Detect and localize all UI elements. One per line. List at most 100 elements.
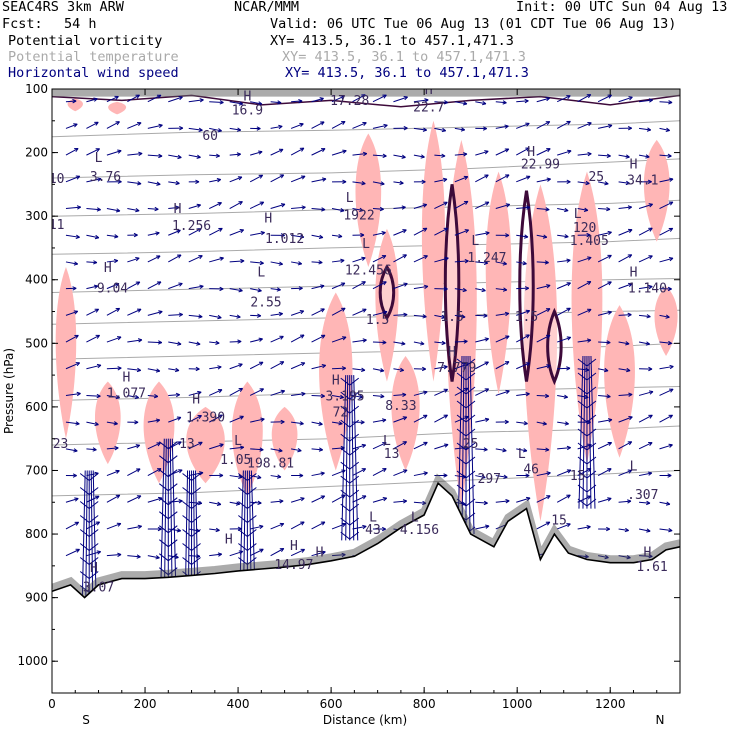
wind-vector [86, 364, 102, 370]
pv-contour [378, 264, 396, 321]
wind-vector [659, 257, 674, 263]
wind-vector-head [628, 392, 633, 397]
wind-vector [659, 444, 673, 450]
wind-vector [127, 122, 142, 129]
wind-vector-head [665, 127, 670, 132]
wind-vector [413, 154, 425, 158]
wind-vector-head [174, 367, 180, 373]
wind-vector [290, 497, 305, 503]
wind-vector [598, 394, 611, 398]
wind-vector-head [587, 122, 592, 127]
pv-region [485, 171, 512, 395]
wind-vector-head [607, 468, 612, 473]
x-tick-label: 600 [320, 697, 343, 711]
wind-vector-head [444, 443, 449, 448]
wind-vector [556, 95, 571, 103]
wind-vector [188, 391, 202, 396]
wind-vector [168, 313, 183, 316]
wind-column-chevron [79, 529, 99, 538]
wind-vector [536, 308, 551, 316]
wind-vector [352, 122, 367, 129]
wind-vector [536, 97, 550, 103]
wind-vector [188, 204, 201, 210]
wind-vector [598, 368, 609, 372]
wind-vector-head [361, 281, 366, 286]
wind-column-chevron [238, 487, 257, 496]
wind-vector-head [627, 312, 632, 318]
wind-column-chevron [577, 498, 597, 507]
wind-vector [597, 254, 612, 263]
field-annotation: 10 [49, 172, 65, 187]
wind-vector [556, 307, 571, 316]
wind-vector [311, 234, 324, 239]
wind-vector-head [276, 474, 282, 479]
wind-vector-head [607, 281, 612, 286]
wind-vector-head [566, 445, 571, 451]
wind-vector-head [259, 201, 265, 206]
wind-vector-head [76, 205, 82, 210]
wind-vector-head [196, 154, 201, 159]
wind-vector-head [526, 496, 531, 502]
wind-vector [270, 361, 284, 370]
theta-isentrope [52, 470, 680, 497]
wind-vector [311, 285, 325, 290]
wind-vector [434, 366, 448, 370]
wind-vector [577, 153, 592, 156]
wind-vector-head [483, 447, 488, 452]
wind-vector [147, 341, 162, 344]
wind-vector [250, 418, 265, 423]
y-tick-label: 100 [25, 82, 48, 96]
wind-vector-head [526, 205, 531, 210]
wind-vector-head [383, 310, 388, 315]
wind-vector-head [441, 340, 446, 346]
field-annotation: L [369, 510, 377, 525]
wind-vector [393, 416, 407, 423]
wind-vector-head [155, 231, 160, 236]
field-annotation: 1922 [343, 208, 374, 223]
wind-vector-head [259, 260, 264, 266]
wind-vector-head [215, 153, 220, 158]
wind-vector-head [362, 121, 367, 126]
field-annotation: H [104, 261, 112, 276]
field-annotation: L [518, 447, 526, 462]
wind-column-stroke [467, 356, 471, 535]
wind-vector [127, 468, 141, 477]
wind-vector [106, 95, 119, 103]
wind-column-stroke [588, 356, 592, 509]
wind-vector-head [133, 232, 138, 238]
wind-vector-head [239, 229, 245, 234]
wind-vector-head [545, 207, 550, 212]
wind-vector [229, 153, 241, 156]
wind-vector [86, 98, 98, 103]
y-tick-label: 800 [25, 527, 48, 541]
wind-vector-head [504, 148, 510, 153]
wind-vector-head [359, 207, 364, 213]
wind-vector-head [628, 96, 633, 101]
wind-vector-head [422, 127, 428, 132]
wind-vector [598, 341, 611, 344]
wind-vector-head [258, 337, 263, 342]
field-annotation: 13 [179, 437, 195, 452]
wind-vector-head [258, 174, 264, 179]
wind-vector [638, 203, 653, 210]
wind-vector [86, 178, 102, 183]
wind-vector-head [504, 361, 510, 366]
wind-vector [209, 366, 222, 370]
wind-vector [352, 339, 367, 343]
pv-region [143, 381, 175, 484]
wind-vector [352, 153, 367, 156]
wind-vector [86, 234, 99, 239]
wind-vector [86, 148, 100, 156]
wind-vector-head [341, 120, 346, 125]
wind-vector-head [362, 151, 368, 157]
pv-region [55, 267, 77, 439]
wind-vector-head [646, 500, 651, 506]
wind-vector-head [646, 127, 652, 132]
wind-column-chevron [182, 515, 201, 524]
wind-vector [65, 362, 80, 370]
wind-column-chevron [340, 433, 360, 442]
wind-vector-head [443, 414, 449, 419]
wind-vector-head [157, 526, 162, 532]
wind-vector [270, 313, 283, 316]
wind-vector [475, 201, 490, 209]
